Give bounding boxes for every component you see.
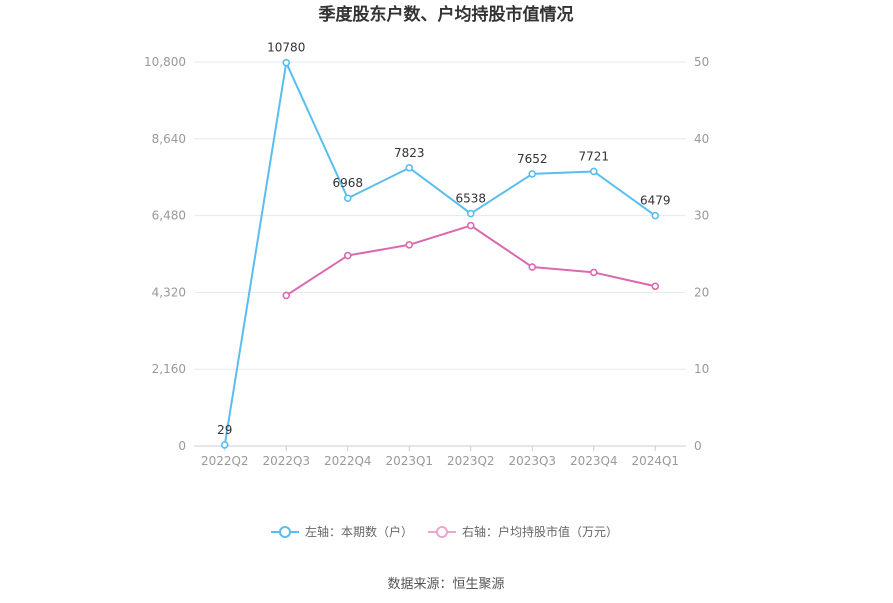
legend-marker-right: [436, 526, 448, 538]
x-axis-tick-label: 2023Q1: [385, 454, 433, 468]
data-point-right: [282, 291, 291, 300]
left-axis-tick-label: 10,800: [144, 55, 186, 69]
right-axis-tick-label: 30: [694, 209, 709, 223]
x-axis-tick-label: 2024Q1: [631, 454, 679, 468]
data-label-left: 7652: [517, 152, 548, 166]
x-axis-tick-label: 2023Q2: [447, 454, 495, 468]
data-point-right: [405, 240, 414, 249]
legend: 左轴：本期数（户） 右轴：户均持股市值（万元）: [271, 524, 618, 539]
left-axis-ticks: 0 2,160 4,320 6,480 8,640 10,800: [144, 55, 186, 453]
series-line-right: [285, 224, 656, 297]
right-axis-tick-label: 50: [694, 55, 709, 69]
x-axis-tick-label: 2023Q3: [508, 454, 556, 468]
data-point-left: [651, 211, 660, 220]
source-note: 数据来源：恒生聚源: [387, 577, 504, 592]
right-axis-tick-label: 20: [694, 285, 709, 299]
legend-label-left: 左轴：本期数（户）: [305, 524, 413, 539]
data-point-right: [651, 282, 660, 291]
right-axis-tick-label: 10: [694, 362, 709, 376]
data-point-right: [528, 263, 537, 271]
left-axis-tick-label: 6,480: [152, 209, 186, 223]
x-axis-tick-label: 2022Q4: [324, 454, 372, 468]
legend-item-left-series[interactable]: 左轴：本期数（户）: [271, 524, 413, 539]
left-axis-tick-label: 2,160: [152, 362, 186, 376]
data-point-left: [343, 194, 352, 203]
x-axis-tick-label: 2022Q2: [201, 454, 249, 468]
data-label-left: 6538: [455, 192, 486, 206]
data-label-left: 7823: [394, 146, 425, 160]
x-axis-tick-label: 2022Q3: [262, 454, 310, 468]
series-line-left: [223, 61, 656, 446]
data-point-right: [343, 251, 352, 260]
data-point-left: [466, 209, 475, 218]
data-label-left: 7721: [578, 149, 609, 163]
legend-label-right: 右轴：户均持股市值（万元）: [462, 524, 618, 539]
left-axis-tick-label: 0: [178, 439, 186, 453]
data-point-right: [466, 221, 475, 230]
chart-title: 季度股东户数、户均持股市值情况: [319, 4, 574, 25]
right-axis-tick-label: 0: [694, 439, 702, 453]
series-layer: 29 10780 6968 7823 6538 7652 7721 6479: [217, 41, 671, 449]
data-label-left: 10780: [267, 41, 305, 55]
data-label-left: 6968: [332, 176, 363, 190]
data-point-left: [220, 441, 229, 449]
data-point-left: [282, 58, 291, 67]
data-point-left: [589, 167, 598, 176]
data-point-right: [589, 268, 598, 277]
x-axis-tick-label: 2023Q4: [570, 454, 618, 468]
left-axis-tick-label: 8,640: [152, 132, 186, 146]
data-label-left: 6479: [640, 194, 671, 208]
left-axis-tick-label: 4,320: [152, 285, 186, 299]
x-axis-ticks: 2022Q2 2022Q3 2022Q4 2023Q1 2023Q2 2023Q3 2023…: [194, 445, 686, 468]
legend-marker-left: [279, 526, 291, 538]
right-axis-ticks: 0 10 20 30 40 50: [694, 55, 709, 453]
right-axis-tick-label: 40: [694, 132, 709, 146]
data-point-left: [405, 164, 414, 172]
legend-item-right-series[interactable]: 右轴：户均持股市值（万元）: [428, 524, 618, 539]
gridlines: [194, 61, 686, 370]
data-label-left: 29: [217, 423, 232, 437]
data-point-left: [528, 170, 537, 178]
